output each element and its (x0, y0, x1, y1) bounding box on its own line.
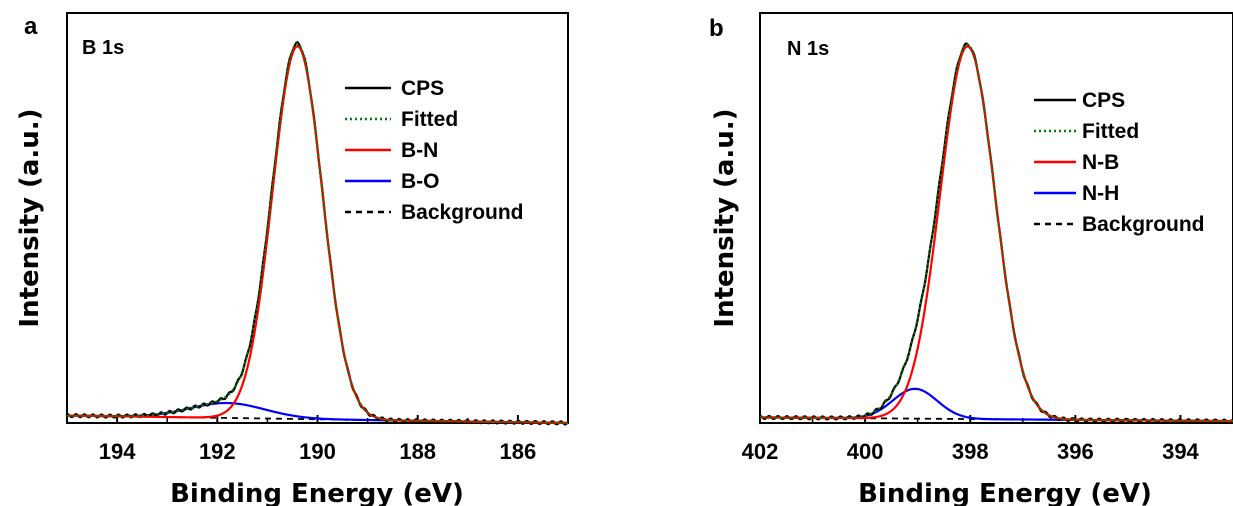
x-tick-label-a-4: 186 (500, 439, 537, 464)
legend-label-b-4: Background (1082, 213, 1205, 236)
panel-letter-a: a (24, 13, 38, 40)
x-tick-label-b-0: 402 (742, 439, 779, 464)
legend-label-b-0: CPS (1082, 89, 1125, 112)
x-tick-label-a-2: 190 (299, 439, 336, 464)
panel-title-b: N 1s (787, 38, 829, 60)
series-line-a-fitted (66, 42, 569, 425)
legend-label-b-1: Fitted (1082, 120, 1139, 143)
x-tick-label-b-3: 396 (1057, 439, 1094, 464)
panel-b-chart: b N 1s 402 400 398 396 394 Intensity (a.u.) Bind… (709, 12, 1233, 506)
x-tick-label-b-2: 398 (952, 439, 989, 464)
panel-a-chart: a B 1s 194 192 190 188 186 Intensity (a.u.) Bind… (15, 12, 569, 506)
legend-label-a-3: B-O (401, 170, 440, 193)
panel-letter-b: b (709, 15, 724, 42)
series-line-a-b-n (66, 45, 569, 425)
legend-a: CPS Fitted B-N B-O Background (345, 77, 524, 224)
x-axis-title-a: Binding Energy (eV) (170, 479, 464, 506)
y-axis-title-a: Intensity (a.u.) (15, 108, 45, 327)
legend-label-a-2: B-N (401, 139, 438, 162)
panel-title-a: B 1s (82, 37, 124, 59)
series-line-b-fitted (759, 43, 1233, 423)
legend-label-a-0: CPS (401, 77, 444, 100)
x-tick-label-a-3: 188 (399, 439, 436, 464)
legend-label-a-4: Background (401, 201, 524, 224)
x-tick-label-a-1: 192 (199, 439, 236, 464)
legend-label-b-2: N-B (1082, 151, 1119, 174)
x-axis-title-b: Binding Energy (eV) (858, 479, 1152, 506)
y-axis-title-b: Intensity (a.u.) (710, 108, 740, 327)
legend-label-b-3: N-H (1082, 182, 1119, 205)
x-tick-label-b-1: 400 (847, 439, 884, 464)
x-tick-label-b-4: 394 (1162, 439, 1199, 464)
plot-frame-b (759, 12, 1233, 424)
legend-label-a-1: Fitted (401, 108, 458, 131)
series-line-a-cps (66, 40, 569, 426)
legend-b: CPS Fitted N-B N-H Background (1034, 89, 1205, 236)
x-tick-label-a-0: 194 (99, 439, 136, 464)
